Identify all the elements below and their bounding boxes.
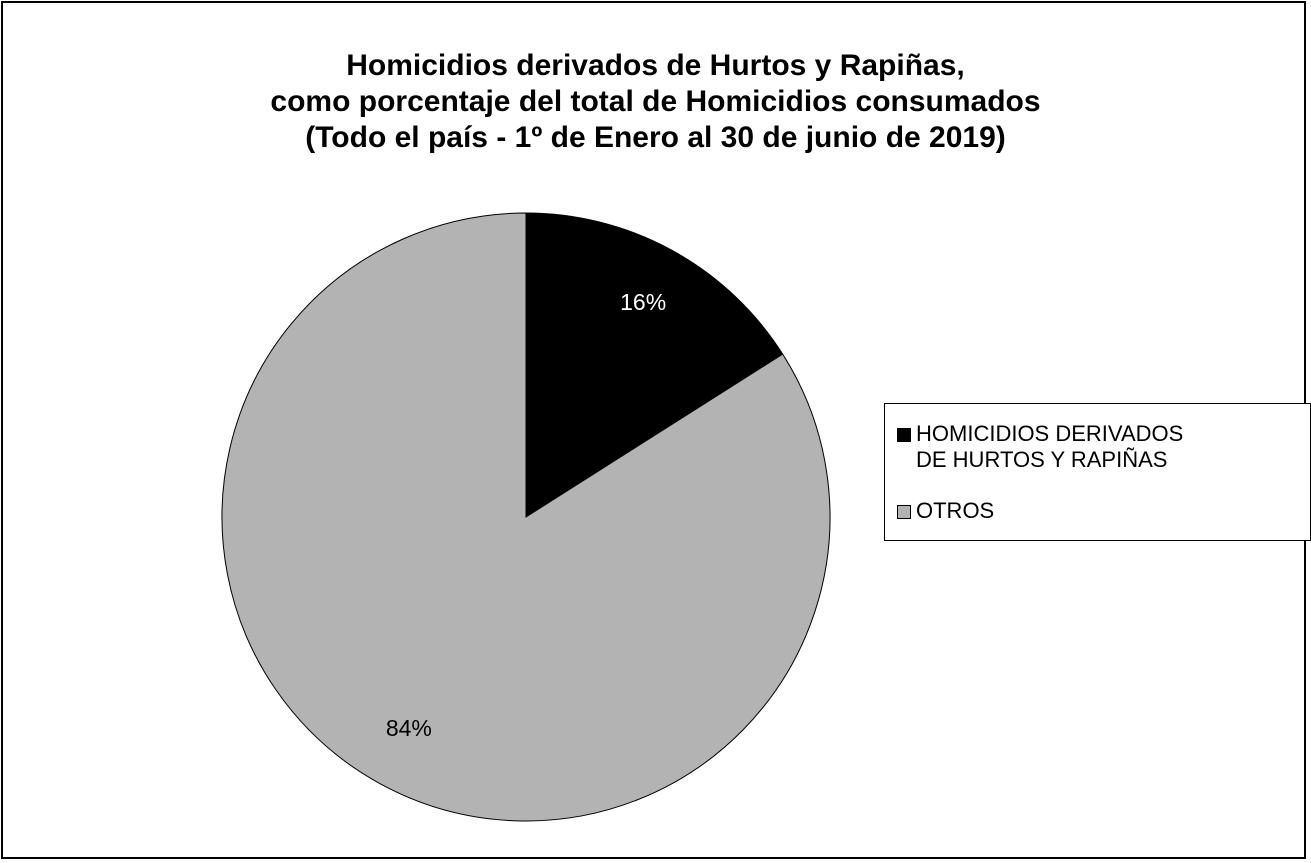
legend-swatch-otros — [897, 505, 911, 519]
legend-swatch-homicidios — [897, 428, 911, 442]
chart-legend: HOMICIDIOS DERIVADOS DE HURTOS Y RAPIÑAS… — [884, 403, 1311, 541]
legend-label-homicidios: HOMICIDIOS DERIVADOS DE HURTOS Y RAPIÑAS — [916, 421, 1184, 472]
legend-item-otros: OTROS — [897, 498, 994, 524]
pie-slice-homicidios — [525, 212, 784, 518]
chart-title: Homicidios derivados de Hurtos y Rapiñas… — [0, 48, 1311, 156]
pie-slice-otros — [221, 212, 831, 822]
data-label-homicidios: 16% — [620, 289, 666, 315]
chart-title-line-2: como porcentaje del total de Homicidios … — [270, 85, 1041, 118]
legend-item-homicidios: HOMICIDIOS DERIVADOS DE HURTOS Y RAPIÑAS — [897, 421, 1183, 473]
data-label-otros: 84% — [386, 715, 432, 741]
chart-title-line-3: (Todo el país - 1º de Enero al 30 de jun… — [305, 121, 1006, 154]
chart-title-line-1: Homicidios derivados de Hurtos y Rapiñas… — [346, 49, 965, 82]
legend-label-otros: OTROS — [916, 498, 995, 523]
